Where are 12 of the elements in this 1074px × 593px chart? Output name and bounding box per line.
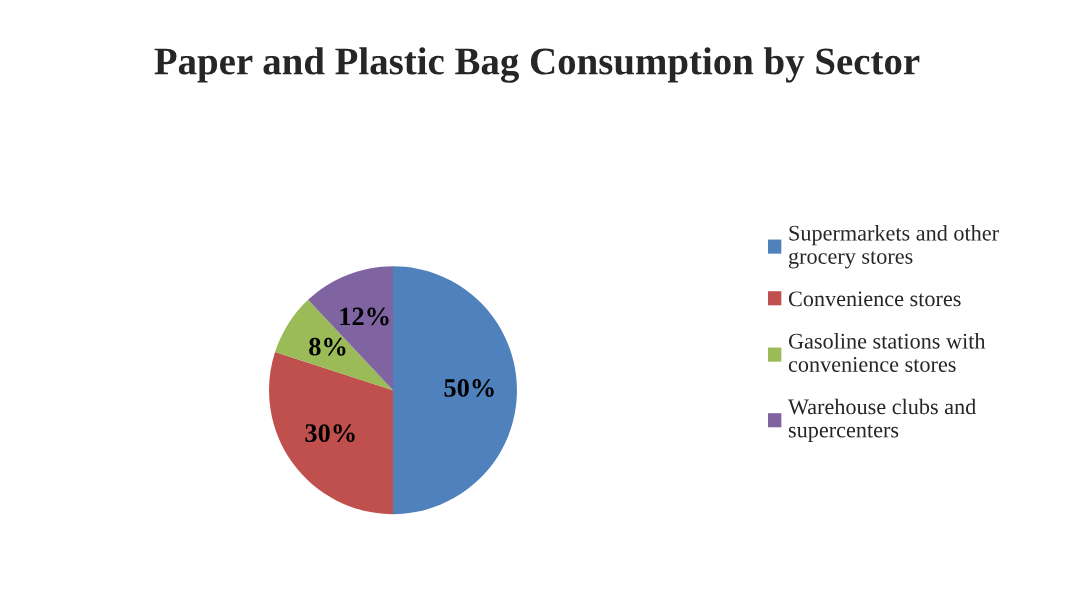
pie-slice: [392, 266, 517, 515]
legend-label: Supermarkets and other grocery stores: [788, 225, 999, 269]
pie-slice: [275, 299, 393, 391]
pie-slice: [308, 266, 393, 391]
data-label: 50%: [444, 378, 494, 397]
data-label: 30%: [305, 424, 355, 443]
data-label: 8%: [309, 337, 346, 356]
legend-label: Convenience stores: [788, 291, 961, 307]
legend-label: Gasoline stations with convenience stores: [788, 333, 986, 372]
legend-label: Warehouse clubs and supercenters: [788, 398, 976, 443]
data-label: 12%: [340, 307, 389, 326]
chart-title: Paper and Plastic Bag Consumption by Sector: [154, 47, 920, 83]
